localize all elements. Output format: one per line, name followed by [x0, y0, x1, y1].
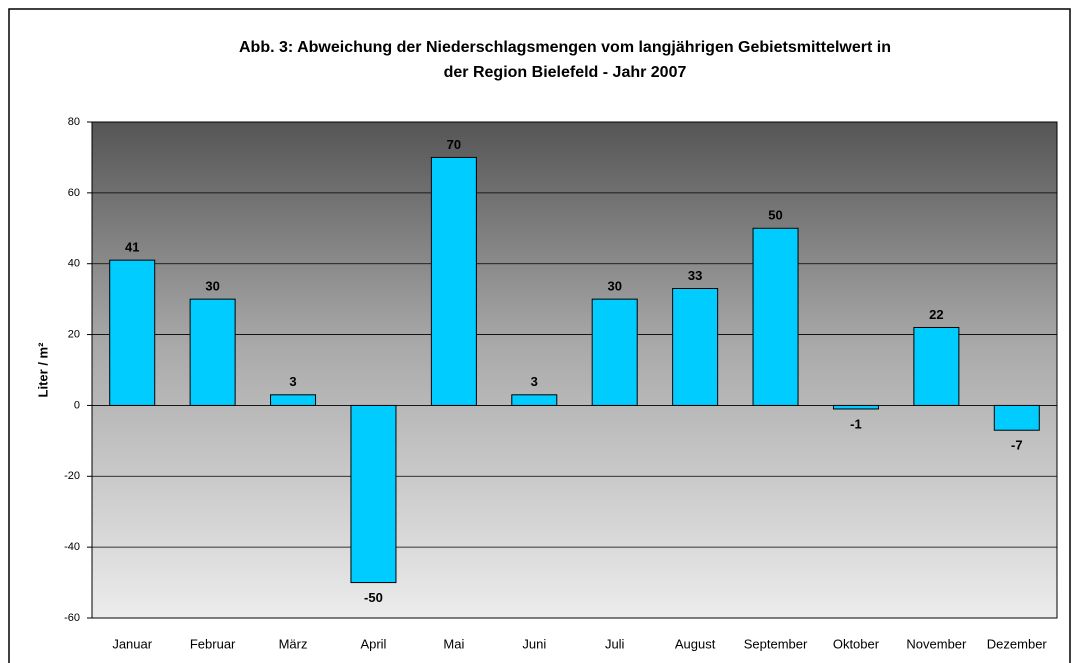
x-tick-label: Juni [522, 636, 546, 651]
x-tick-label: Oktober [833, 636, 880, 651]
bar [511, 394, 558, 406]
x-tick-label: Januar [112, 636, 152, 651]
x-tick-label: Februar [190, 636, 236, 651]
y-tick-label: -20 [64, 470, 80, 482]
bar [430, 156, 477, 406]
x-tick-label: September [744, 636, 808, 651]
x-tick-label: Mai [443, 636, 464, 651]
bar [752, 227, 799, 406]
bar [993, 404, 1040, 431]
data-label: 3 [289, 374, 296, 389]
x-tick-label: April [360, 636, 386, 651]
y-tick-label: 40 [68, 258, 80, 270]
plot-area [91, 121, 1058, 619]
bar [672, 288, 719, 406]
y-tick-label: -60 [64, 612, 80, 624]
y-tick-label: 0 [74, 399, 80, 411]
bar [591, 298, 638, 406]
y-tick-label: 60 [68, 187, 80, 199]
bar [832, 404, 879, 410]
y-tick-label: -40 [64, 541, 80, 553]
bar [270, 394, 317, 406]
x-tick-label: Juli [605, 636, 625, 651]
data-label: 33 [688, 268, 702, 283]
y-tick-label: 80 [68, 116, 80, 128]
data-label: -1 [850, 416, 862, 431]
data-label: 22 [929, 307, 943, 322]
bar [109, 259, 156, 406]
chart-title: Abb. 3: Abweichung der Niederschlagsmeng… [239, 39, 891, 56]
bar [189, 298, 236, 406]
data-label: 30 [607, 279, 621, 294]
data-label: 30 [205, 279, 219, 294]
y-axis-label: Liter / m² [35, 342, 50, 398]
y-tick-label: 20 [68, 328, 80, 340]
chart-title: der Region Bielefeld - Jahr 2007 [444, 64, 687, 81]
x-tick-label: August [675, 636, 716, 651]
x-tick-label: November [906, 636, 967, 651]
data-label: 3 [531, 374, 538, 389]
data-label: 41 [125, 240, 139, 255]
bar [350, 404, 397, 584]
x-tick-label: Dezember [987, 636, 1048, 651]
x-tick-label: März [279, 636, 308, 651]
data-label: 70 [447, 137, 461, 152]
data-label: 50 [768, 208, 782, 223]
data-label: -50 [364, 590, 383, 605]
data-label: -7 [1011, 438, 1023, 453]
bar [913, 326, 960, 406]
